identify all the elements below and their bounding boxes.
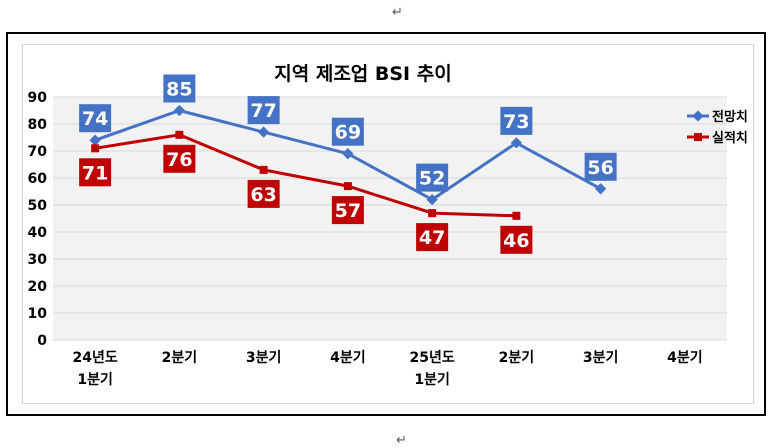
data-label: 73 [503,111,529,133]
data-label: 46 [503,230,529,252]
x-tick-label: 4분기 [667,350,703,366]
y-tick-label: 60 [28,171,48,187]
data-label: 69 [335,122,361,144]
legend-label: 전망치 [712,109,748,125]
data-point [259,165,268,174]
y-tick-label: 70 [28,144,48,160]
data-label: 74 [82,108,108,130]
data-label-bg [584,152,617,181]
data-label: 76 [166,149,192,171]
paragraph-return-mark: ↵ [392,5,403,20]
y-tick-label: 80 [28,117,48,133]
data-label: 63 [250,184,276,206]
data-point [91,144,100,153]
data-point [510,137,523,149]
plot-area [53,97,727,340]
data-label-bg [247,96,280,125]
x-tick-label: 2분기 [162,350,198,366]
data-point [428,209,437,218]
data-label-bg [331,117,364,146]
x-tick-label: 3분기 [583,350,619,366]
y-tick-label: 0 [37,333,47,349]
x-tick-label: 25년도 1분기 [410,350,455,388]
series-line-실적치 [94,133,517,218]
x-tick-label: 3분기 [246,350,282,366]
x-tick-label: 4분기 [330,350,366,366]
chart-area: 0 10 20 30 40 50 60 70 80 90 24년도 1분기 2분기 3분기 4분기 25년도… [22,44,754,404]
data-label-bg [416,163,449,192]
data-label-bg [331,196,364,225]
y-tick-label: 10 [28,306,48,322]
legend-label: 실적치 [712,130,748,146]
data-point [594,183,607,195]
data-label-bg [79,104,112,133]
data-point [343,182,352,191]
y-tick-label: 40 [28,225,48,241]
data-label: 56 [587,157,613,179]
data-label: 57 [335,200,361,222]
data-label-bg [163,144,196,173]
data-point [426,193,438,206]
chart-frame: 0 10 20 30 40 50 60 70 80 90 24년도 1분기 2분기 3분기 4분기 25년도… [6,32,766,416]
data-label: 52 [419,168,445,190]
y-tick-label: 50 [28,198,48,214]
data-label: 71 [82,162,108,184]
data-label-bg [79,158,112,187]
data-label-bg [247,179,280,208]
data-label-bg [163,74,196,103]
chart-title: 지역 제조업 BSI 추이 [274,63,451,85]
y-tick-label: 20 [28,279,48,295]
data-point [175,130,184,139]
line-chart: 0 10 20 30 40 50 60 70 80 90 24년도 1분기 2분기 3분기 4분기 25년도… [28,63,748,388]
data-label: 77 [250,100,276,122]
data-label-bg [500,225,533,254]
legend-marker [694,133,702,141]
data-point [257,126,270,138]
data-label: 85 [166,79,192,101]
y-tick-label: 30 [28,252,48,268]
y-tick-label: 90 [28,90,48,106]
data-label-bg [416,223,449,252]
paragraph-return-mark: ↵ [396,433,407,448]
data-label-bg [500,106,533,135]
data-point [512,211,521,220]
data-label: 47 [419,227,445,249]
x-tick-label: 2분기 [499,350,535,366]
x-tick-label: 24년도 1분기 [73,350,118,388]
